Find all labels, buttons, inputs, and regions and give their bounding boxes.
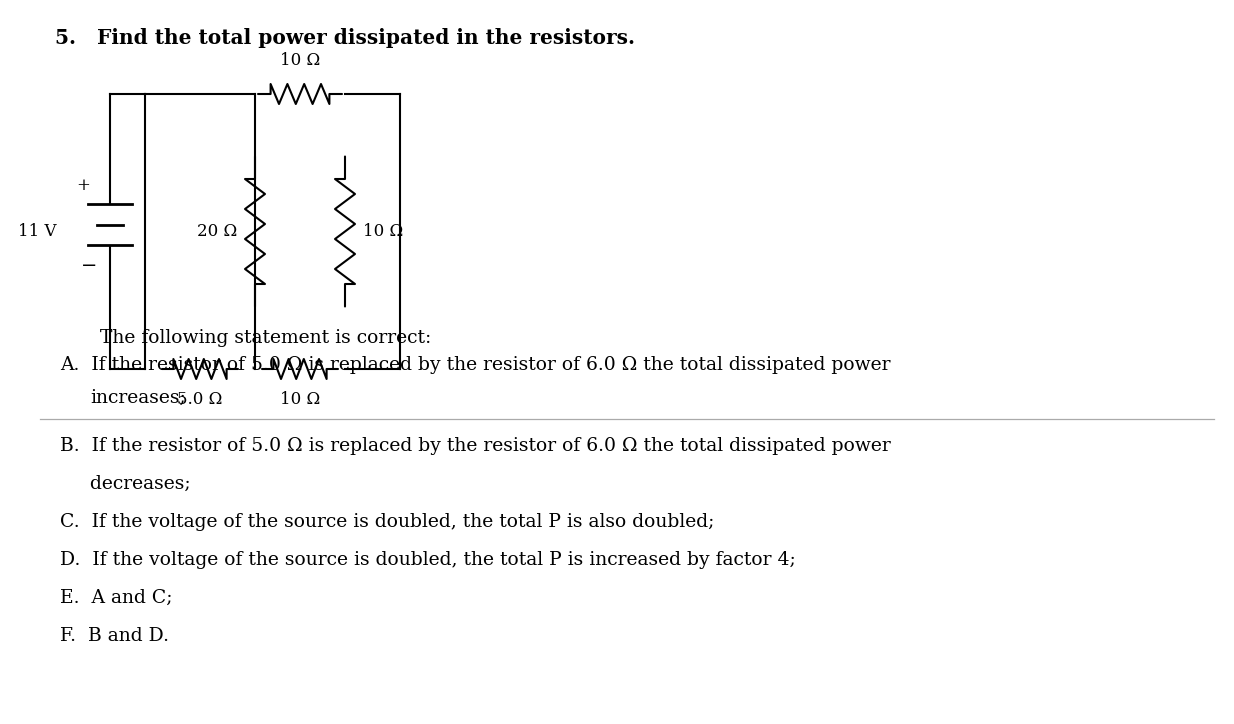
Text: 11 V: 11 V (17, 223, 56, 240)
Text: 10 Ω: 10 Ω (363, 223, 404, 240)
Text: C.  If the voltage of the source is doubled, the total P is also doubled;: C. If the voltage of the source is doubl… (60, 513, 714, 531)
Text: 5.   Find the total power dissipated in the resistors.: 5. Find the total power dissipated in th… (56, 28, 636, 48)
Text: The following statement is correct:: The following statement is correct: (100, 329, 431, 347)
Text: decreases;: decreases; (60, 475, 190, 493)
Text: 10 Ω: 10 Ω (280, 391, 320, 408)
Text: F.  B and D.: F. B and D. (60, 627, 169, 645)
Text: B.  If the resistor of 5.0 Ω is replaced by the resistor of 6.0 Ω the total diss: B. If the resistor of 5.0 Ω is replaced … (60, 437, 891, 455)
Text: 10 Ω: 10 Ω (280, 52, 320, 69)
Text: 20 Ω: 20 Ω (196, 223, 237, 240)
Text: +: + (77, 177, 90, 194)
Text: A.  If the resistor of 5.0 Ω is replaced by the resistor of 6.0 Ω the total diss: A. If the resistor of 5.0 Ω is replaced … (60, 356, 891, 374)
Text: E.  A and C;: E. A and C; (60, 589, 173, 607)
Text: −: − (80, 258, 97, 276)
Text: D.  If the voltage of the source is doubled, the total P is increased by factor : D. If the voltage of the source is doubl… (60, 551, 796, 569)
Text: increases;: increases; (90, 389, 186, 407)
Text: 5.0 Ω: 5.0 Ω (178, 391, 222, 408)
